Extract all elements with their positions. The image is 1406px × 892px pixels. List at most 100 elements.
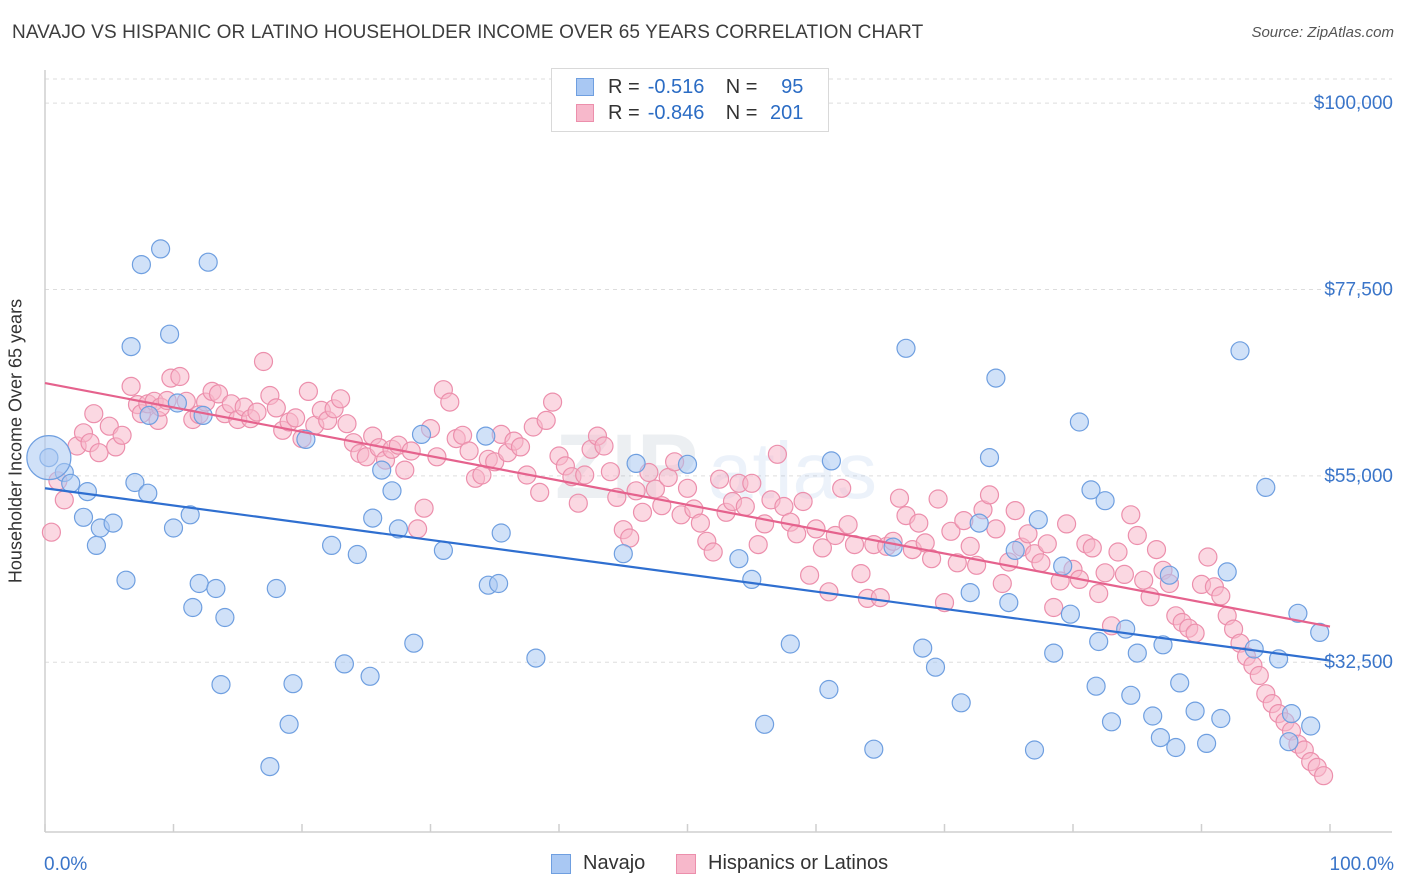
hispanic-point xyxy=(979,485,1000,505)
navajo-point xyxy=(1060,604,1081,624)
navajo-point xyxy=(1281,703,1302,724)
navajo-point xyxy=(1127,643,1147,663)
navajo-point xyxy=(73,507,94,527)
navajo-point xyxy=(206,578,226,599)
r-label: R = xyxy=(608,75,640,98)
hispanic-point xyxy=(934,592,955,613)
navajo-point xyxy=(1024,740,1045,760)
hispanic-point xyxy=(1037,534,1057,554)
r-value: -0.516 xyxy=(647,75,705,98)
r-label: R = xyxy=(608,101,640,124)
legend-item-navajo: Navajo xyxy=(551,852,645,875)
navajo-point xyxy=(372,460,392,480)
navajo-point xyxy=(193,405,213,425)
navajo-point xyxy=(163,518,184,538)
navajo-point xyxy=(489,573,509,594)
navajo-point xyxy=(211,674,231,695)
navajo-point xyxy=(61,473,81,493)
hispanic-point xyxy=(414,498,434,518)
grid-layer xyxy=(45,78,1392,663)
hispanic-point xyxy=(266,398,286,418)
navajo-point xyxy=(1150,727,1171,748)
hispanic-point xyxy=(1108,542,1128,562)
navajo-point xyxy=(116,570,136,590)
hispanic-point xyxy=(947,553,967,573)
hispanic-point xyxy=(632,502,653,522)
hispanic-point xyxy=(247,402,267,422)
navajo-point xyxy=(160,324,180,344)
navajo-point xyxy=(131,255,151,275)
hispanic-point xyxy=(536,410,556,430)
n-label: N = xyxy=(725,75,758,98)
navajo-point xyxy=(960,582,980,603)
hispanic-trendline xyxy=(44,382,1331,628)
hispanic-point xyxy=(1185,623,1205,643)
hispanic-point xyxy=(331,389,351,409)
hispanic-point xyxy=(1249,665,1269,686)
navajo-point xyxy=(363,508,383,528)
hispanic-point xyxy=(992,573,1012,594)
x-tick-label-end: 100.0% xyxy=(1330,854,1395,875)
hispanic-point xyxy=(395,460,415,480)
navajo-point xyxy=(1069,412,1090,432)
y-axis-label: Householder Income Over 65 years xyxy=(5,298,26,584)
hispanic-point xyxy=(459,441,479,461)
navajo-point xyxy=(1101,712,1122,732)
n-label: N = xyxy=(725,101,758,124)
navajo-point xyxy=(266,578,286,599)
hispanic-point xyxy=(799,565,820,585)
navajo-point xyxy=(491,523,511,543)
navajo-point xyxy=(125,472,145,493)
navajo-point xyxy=(1279,732,1299,752)
hispanic-point xyxy=(208,384,229,404)
hispanic-point xyxy=(832,478,852,498)
navajo-point xyxy=(1217,562,1237,582)
navajo-point xyxy=(1028,510,1048,530)
hispanic-point xyxy=(568,493,588,513)
navajo-point xyxy=(347,544,367,565)
legend-item-hispanic: Hispanics or Latinos xyxy=(676,852,888,875)
legend-label-hispanic: Hispanics or Latinos xyxy=(708,852,889,874)
navajo-point xyxy=(999,592,1019,613)
hispanic-point xyxy=(851,563,871,584)
navajo-swatch xyxy=(576,78,594,96)
navajo-point xyxy=(404,633,424,653)
n-value: 95 xyxy=(781,75,804,98)
hispanic-point xyxy=(575,465,595,485)
navajo-point xyxy=(215,607,235,628)
hispanic-point xyxy=(793,491,813,512)
hispanic-point xyxy=(1005,501,1025,521)
navajo-point xyxy=(1196,733,1217,754)
navajo-point xyxy=(526,648,546,668)
navajo-point xyxy=(1086,676,1106,696)
hispanic-point xyxy=(1114,564,1135,585)
hispanic-point xyxy=(928,489,948,509)
hispanic-point xyxy=(742,473,762,493)
hispanic-point xyxy=(1134,570,1154,590)
hispanic-point xyxy=(542,392,563,412)
navajo-point xyxy=(1044,643,1064,663)
navajo-point xyxy=(1310,622,1330,643)
hispanic-point xyxy=(986,519,1006,539)
navajo-point xyxy=(677,454,698,474)
hispanic-point xyxy=(408,519,428,539)
x-tick-label-start: 0.0% xyxy=(44,854,87,875)
navajo-point xyxy=(189,573,209,594)
navajo-point xyxy=(296,429,316,449)
navajo-point xyxy=(896,338,916,358)
hispanic-point xyxy=(298,381,318,401)
hispanic-point xyxy=(767,444,788,464)
points-layer xyxy=(26,239,1334,786)
y-tick-label: $32,500 xyxy=(1324,652,1393,673)
navajo-point xyxy=(1166,737,1186,758)
navajo-point xyxy=(388,519,408,539)
y-tick-label: $77,500 xyxy=(1324,279,1393,300)
navajo-point xyxy=(198,252,218,272)
hispanic-point xyxy=(112,425,132,445)
navajo-point xyxy=(433,540,453,561)
y-tick-label: $100,000 xyxy=(1314,93,1393,114)
hispanic-swatch xyxy=(676,853,696,874)
navajo-point xyxy=(1256,477,1276,497)
navajo-point xyxy=(334,654,354,674)
